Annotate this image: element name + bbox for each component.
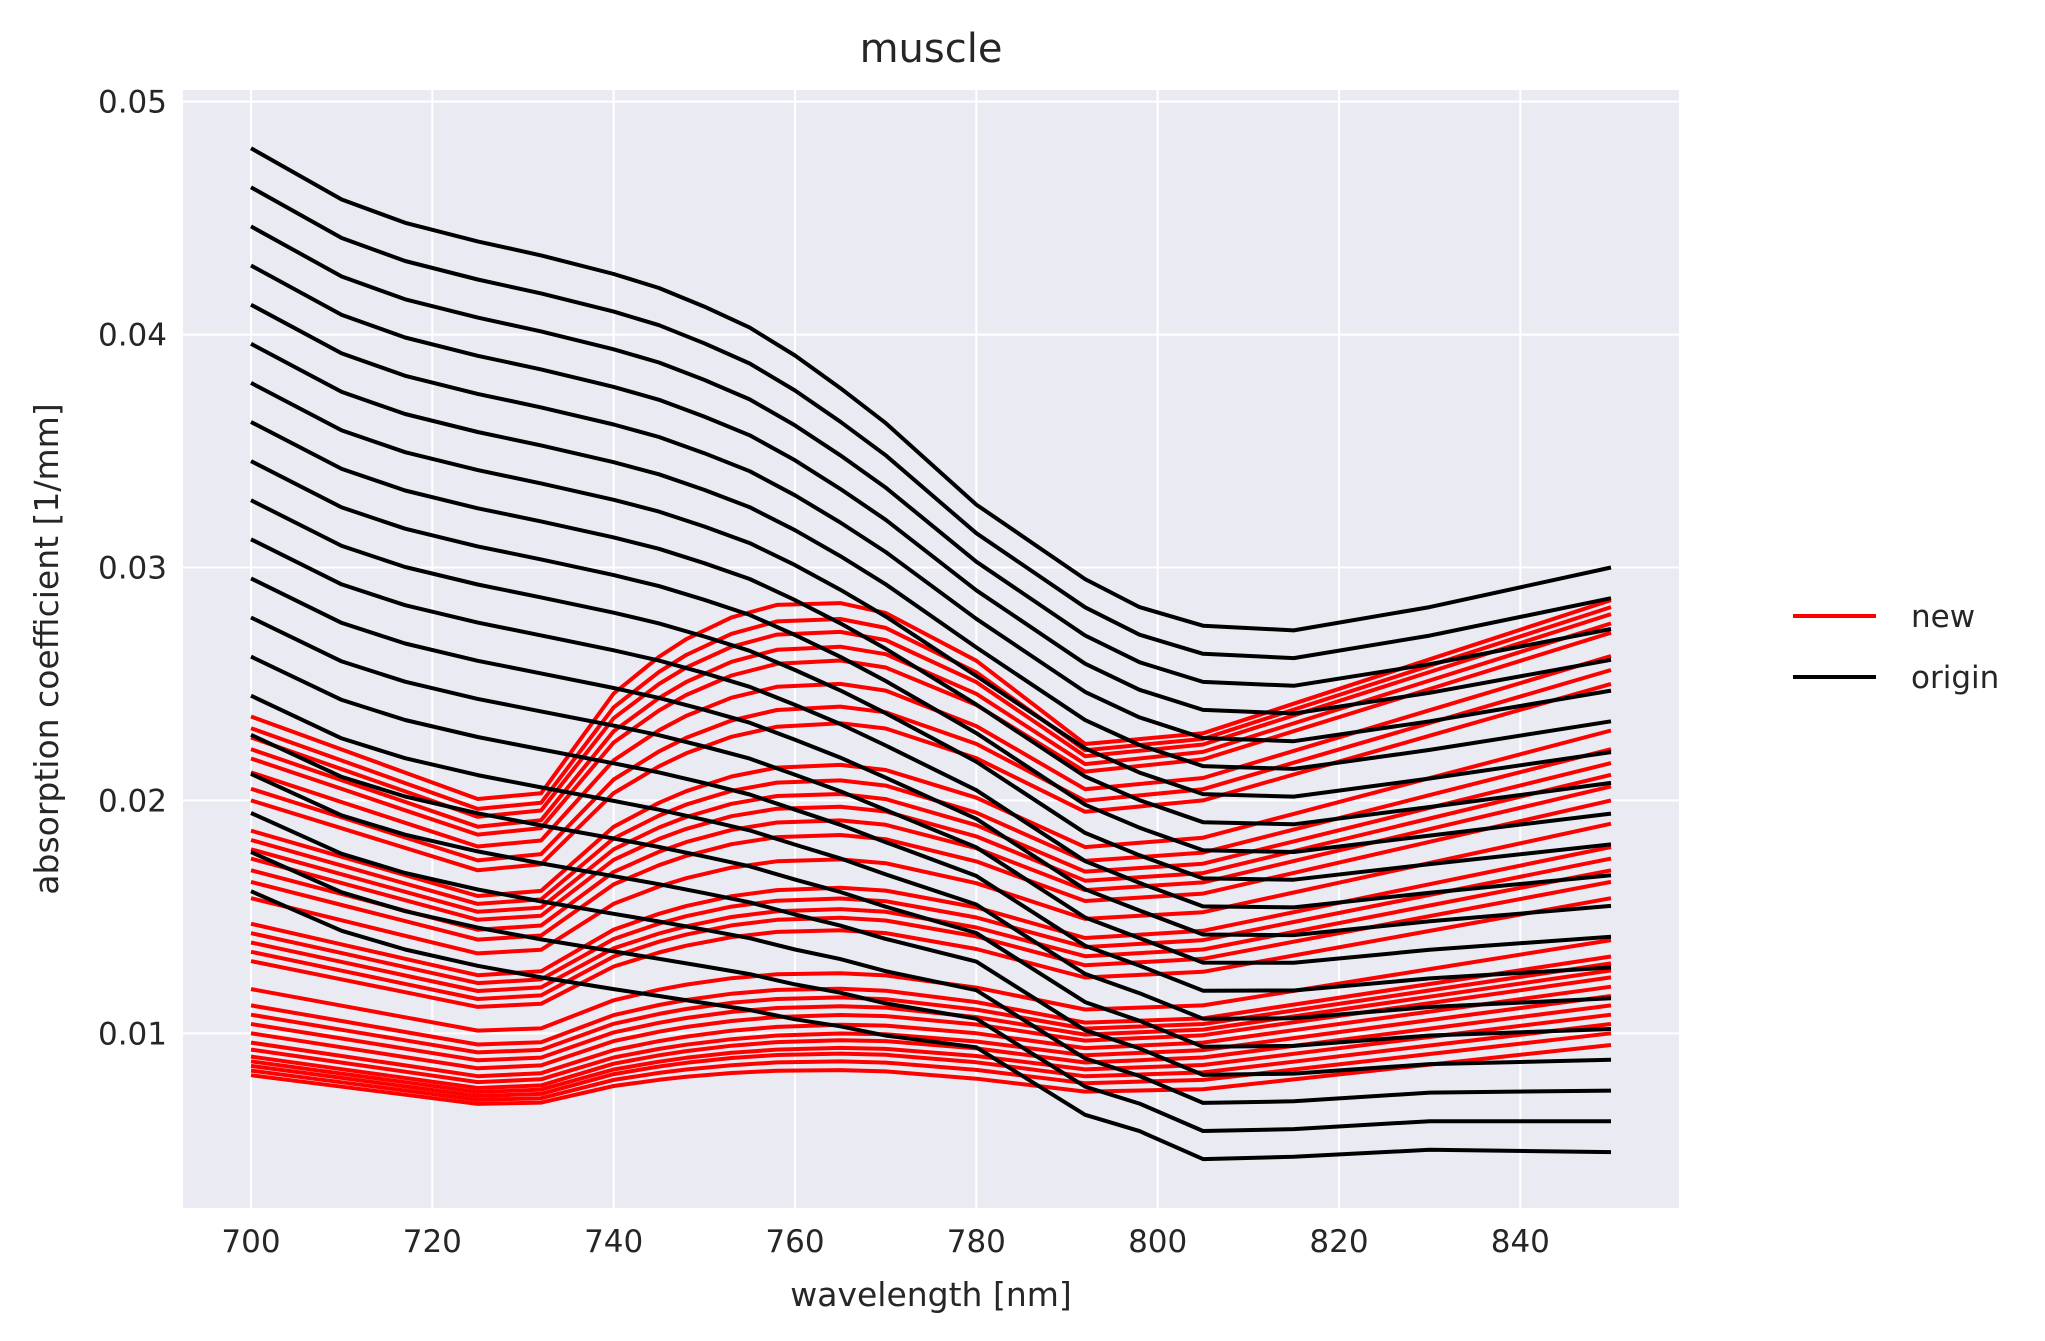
origin-series-line: [250, 772, 1612, 1077]
origin-series-line: [250, 185, 1612, 661]
origin-series-line: [250, 263, 1612, 716]
new-series-line: [250, 984, 1612, 1079]
y-tick-labels: 0.01 0.02 0.03 0.04 0.05: [98, 85, 167, 1053]
y-tick-label: 0.01: [98, 1016, 167, 1052]
x-tick-label: 820: [1309, 1224, 1368, 1260]
new-series-line: [250, 845, 1612, 978]
y-tick-label: 0.02: [98, 783, 167, 819]
origin-series-line: [250, 811, 1612, 1105]
x-axis-label: wavelength [nm]: [790, 1275, 1072, 1314]
origin-series-line: [250, 302, 1612, 744]
new-series-line: [250, 1043, 1612, 1106]
x-tick-label: 740: [584, 1224, 643, 1260]
origin-series-line: [250, 850, 1612, 1133]
x-tick-label: 840: [1491, 1224, 1550, 1260]
new-series-line: [250, 1022, 1612, 1098]
origin-series-line: [250, 224, 1612, 688]
x-tick-label: 780: [947, 1224, 1006, 1260]
new-series-line: [250, 761, 1612, 914]
new-series-line: [250, 681, 1612, 873]
new-series-line: [250, 784, 1612, 932]
x-tick-label: 800: [1128, 1224, 1187, 1260]
x-tick-label: 700: [221, 1224, 280, 1260]
new-series-line: [250, 1031, 1612, 1102]
origin-series-line: [250, 498, 1612, 882]
y-tick-label: 0.05: [98, 85, 167, 121]
new-series-line: [250, 1003, 1612, 1090]
legend: new origin: [1793, 599, 1999, 696]
new-series-line: [250, 879, 1612, 1001]
chart-title: muscle: [860, 26, 1003, 72]
new-series-line: [250, 896, 1612, 1009]
new-series-line: [250, 654, 1612, 849]
origin-series-line: [250, 420, 1612, 827]
origin-series-line: [250, 381, 1612, 799]
x-tick-labels: 700 720 740 760 780 800 820 840: [221, 1224, 1550, 1260]
new-series-line: [250, 612, 1612, 819]
new-series-line: [250, 938, 1612, 1033]
origin-series-line: [250, 654, 1612, 993]
legend-label-origin: origin: [1911, 660, 1999, 696]
y-tick-label: 0.04: [98, 318, 167, 354]
origin-series-line: [250, 693, 1612, 1021]
y-axis-label: absorption coefficient [1/mm]: [27, 403, 66, 894]
new-series-line: [250, 1012, 1612, 1094]
new-series-line: [250, 961, 1612, 1055]
origin-series-line: [250, 146, 1612, 633]
new-series-line: [250, 772, 1612, 922]
new-series-line: [250, 598, 1612, 801]
x-tick-label: 720: [403, 1224, 462, 1260]
new-series-line: [250, 747, 1612, 906]
new-series-line: [250, 994, 1612, 1085]
y-tick-label: 0.03: [98, 550, 167, 586]
origin-series-line: [250, 615, 1612, 965]
origin-series-line: [250, 342, 1612, 771]
origin-series-line: [250, 576, 1612, 938]
origin-series-line: [250, 889, 1612, 1162]
legend-label-new: new: [1911, 599, 1975, 635]
new-series-line: [250, 856, 1612, 986]
new-series-line: [250, 621, 1612, 829]
new-series-line: [250, 821, 1612, 956]
new-series-line: [250, 668, 1612, 863]
origin-series-lines: [250, 146, 1612, 1162]
x-tick-label: 760: [765, 1224, 824, 1260]
origin-series-line: [250, 732, 1612, 1049]
origin-series-line: [250, 459, 1612, 854]
origin-series-line: [250, 537, 1612, 910]
new-series-line: [250, 968, 1612, 1063]
